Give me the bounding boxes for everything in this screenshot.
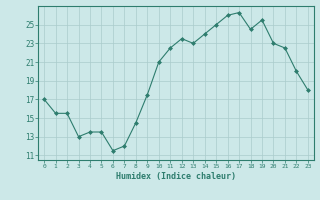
X-axis label: Humidex (Indice chaleur): Humidex (Indice chaleur): [116, 172, 236, 181]
